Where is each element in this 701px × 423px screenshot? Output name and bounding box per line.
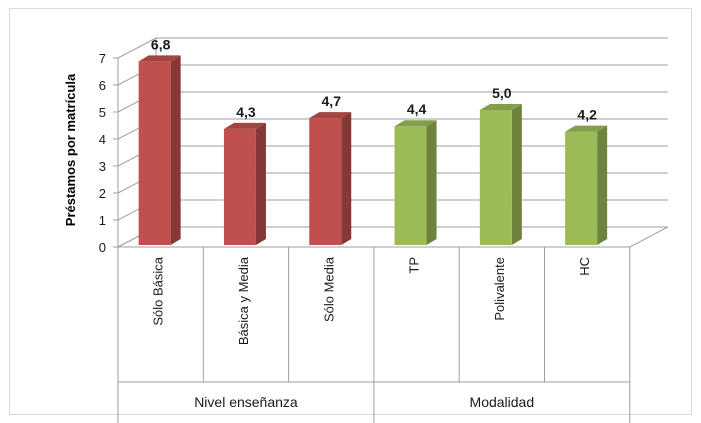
y-tick-label: 5 <box>99 105 106 120</box>
bar <box>565 125 608 245</box>
bar-front <box>479 110 512 245</box>
bar-front <box>565 131 598 245</box>
y-tick-label: 2 <box>99 186 106 201</box>
category-axis: Sólo Básica Básica y Media Sólo Media TP Pol… <box>117 247 631 423</box>
bar-front <box>223 128 256 245</box>
bar-side <box>341 112 352 245</box>
y-tick-label: 7 <box>99 51 106 66</box>
bar <box>394 120 437 245</box>
group-label: Modalidad <box>470 394 535 410</box>
category-label: Polivalente <box>492 257 507 321</box>
category-label: Básica y Media <box>236 256 251 345</box>
gridline-side <box>117 37 157 59</box>
bars <box>138 55 608 246</box>
y-tick-label: 4 <box>99 132 106 147</box>
bar <box>223 122 266 245</box>
bar-top <box>138 55 181 62</box>
bar-front <box>394 126 427 245</box>
bar-top <box>309 112 352 119</box>
bar-top <box>565 125 608 132</box>
y-tick-label: 1 <box>99 213 106 228</box>
y-axis-label: Préstamos por matrícula <box>63 73 78 226</box>
bar-top <box>394 120 437 127</box>
bar-top <box>479 104 522 110</box>
category-label: Sólo Media <box>321 256 336 322</box>
data-labels: 6,8 4,3 4,7 4,4 5,0 4,2 <box>151 36 597 122</box>
bar-front <box>309 118 342 245</box>
category-label: HC <box>577 257 592 276</box>
y-tick-label: 3 <box>99 159 106 174</box>
bar-side <box>255 122 266 245</box>
bar-top <box>223 122 266 129</box>
data-label: 4,3 <box>236 104 256 120</box>
data-label: 5,0 <box>492 85 512 101</box>
bar-side <box>426 120 437 245</box>
data-label: 4,7 <box>322 93 342 109</box>
bar <box>138 55 181 246</box>
bar <box>309 112 352 245</box>
data-label: 4,2 <box>577 107 597 123</box>
bar-front <box>138 61 171 246</box>
bar <box>479 104 522 245</box>
bar-side <box>511 104 522 245</box>
category-label: TP <box>407 257 422 274</box>
category-label: Sólo Básica <box>151 256 166 325</box>
bar-side <box>170 55 181 246</box>
data-label: 4,4 <box>407 101 427 117</box>
bar-side <box>597 125 608 245</box>
y-tick-label: 0 <box>99 240 106 255</box>
y-tick-label: 6 <box>99 78 106 93</box>
group-label: Nivel enseñanza <box>194 394 298 410</box>
data-label: 6,8 <box>151 36 171 52</box>
